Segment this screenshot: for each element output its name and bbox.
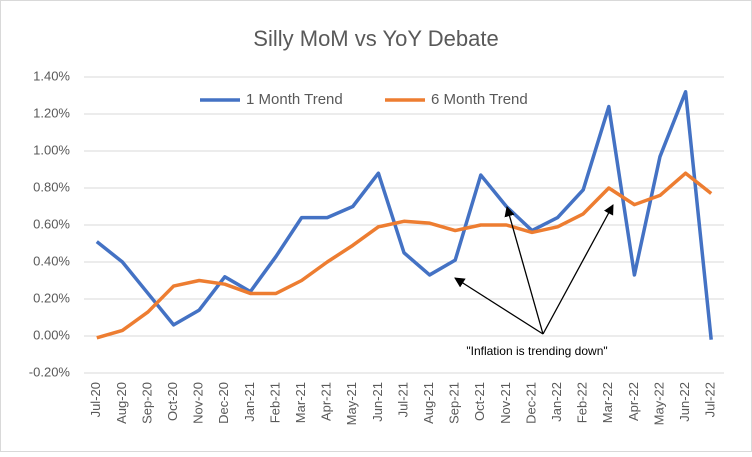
x-tick-label: Nov-21 <box>498 382 513 424</box>
arrow <box>504 205 544 335</box>
x-tick-label: Mar-22 <box>600 382 615 423</box>
annotation: "Inflation is trending down" <box>466 344 607 358</box>
y-tick-label: 0.00% <box>33 327 70 342</box>
x-tick-label: Mar-21 <box>293 382 308 423</box>
x-tick-label: Jul-21 <box>395 382 410 417</box>
annotation-arrows <box>454 204 614 335</box>
series-line <box>95 90 713 340</box>
chart-title: Silly MoM vs YoY Debate <box>253 26 498 51</box>
x-tick-label: Apr-22 <box>626 382 641 421</box>
x-tick-label: Jun-22 <box>677 382 692 422</box>
x-tick-label: Feb-22 <box>575 382 590 423</box>
y-tick-label: 1.40% <box>33 68 70 83</box>
y-tick-label: 0.20% <box>33 290 70 305</box>
legend-label: 6 Month Trend <box>431 91 528 108</box>
x-tick-label: Oct-20 <box>165 382 180 421</box>
x-tick-label: Jan-22 <box>549 382 564 422</box>
x-tick-label: May-22 <box>651 382 666 425</box>
arrow <box>542 204 614 335</box>
x-tick-label: Sep-21 <box>447 382 462 424</box>
x-tick-label: Aug-20 <box>114 382 129 424</box>
legend-label: 1 Month Trend <box>246 91 343 108</box>
y-tick-label: 0.60% <box>33 216 70 231</box>
x-tick-label: May-21 <box>344 382 359 425</box>
x-tick-label: Apr-21 <box>319 382 334 421</box>
x-tick-label: Jul-20 <box>88 382 103 417</box>
x-tick-label: Jan-21 <box>242 382 257 422</box>
x-tick-label: Nov-20 <box>191 382 206 424</box>
series-line <box>96 171 713 340</box>
x-tick-label: Dec-20 <box>216 382 231 424</box>
x-tick-label: Oct-21 <box>472 382 487 421</box>
x-tick-label: Jun-21 <box>370 382 385 422</box>
y-tick-label: 0.40% <box>33 253 70 268</box>
x-tick-label: Aug-21 <box>421 382 436 424</box>
x-tick-label: Feb-21 <box>267 382 282 423</box>
x-tick-label: Jul-22 <box>703 382 718 417</box>
x-tick-label: Dec-21 <box>523 382 538 424</box>
y-tick-label: -0.20% <box>29 364 71 379</box>
y-tick-label: 1.00% <box>33 142 70 157</box>
x-tick-label: Sep-20 <box>139 382 154 424</box>
y-tick-label: 0.80% <box>33 179 70 194</box>
y-tick-label: 1.20% <box>33 105 70 120</box>
arrow <box>454 277 544 335</box>
